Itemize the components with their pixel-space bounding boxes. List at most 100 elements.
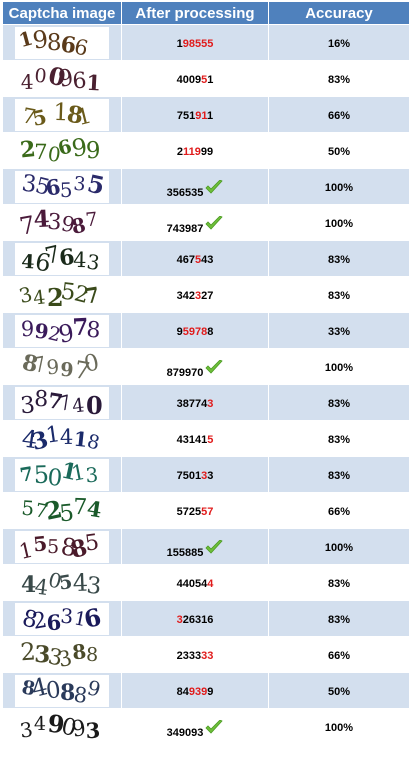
table-row: 3 8 7 7 4 0 387743 83% <box>2 384 410 421</box>
wrong-digit: 8 <box>201 325 208 338</box>
correct-digit: 2 <box>201 289 208 302</box>
wrong-digit: 1 <box>188 145 195 158</box>
captcha-glyph: 9 <box>46 711 66 739</box>
wrong-digit: 7 <box>207 505 214 518</box>
accuracy-cell: 66% <box>268 636 410 673</box>
correct-digit: 0 <box>197 366 204 379</box>
captcha-glyph: 4 <box>20 424 39 454</box>
captcha-glyph: 0 <box>86 391 103 419</box>
processed-cell: 400951 <box>121 60 269 97</box>
wrong-digit: 1 <box>201 109 207 122</box>
accuracy-value: 83% <box>327 433 351 446</box>
accuracy-cell: 100% <box>268 204 410 241</box>
processed-result: 750133 <box>177 470 214 482</box>
accuracy-cell: 83% <box>268 456 410 493</box>
captcha-glyph: 9 <box>31 27 50 55</box>
captcha-glyph: 7 <box>72 355 92 383</box>
processed-cell: 431415 <box>121 420 269 457</box>
correct-digit: 1 <box>189 109 196 122</box>
processed-cell: 155885 <box>121 528 269 565</box>
captcha-glyph: 2 <box>42 495 64 526</box>
wrong-digit: 3 <box>195 685 202 698</box>
header-after-processing: After processing <box>121 1 269 25</box>
correct-digit: 8 <box>166 366 173 379</box>
captcha-glyph: 1 <box>44 423 61 449</box>
captcha-glyph: 0 <box>82 351 102 378</box>
correct-digit: 4 <box>172 222 179 235</box>
correct-digit: 7 <box>166 222 173 235</box>
processed-result: 155885 <box>167 539 224 560</box>
captcha-glyph: 4 <box>29 675 51 703</box>
processed-result: 751911 <box>177 110 213 122</box>
correct-digit: 3 <box>182 649 189 662</box>
processed-result: 400951 <box>177 74 214 86</box>
table-row: 4 3 1 4 1 8 431415 83% <box>2 420 410 457</box>
captcha-glyph: 8 <box>69 212 88 238</box>
captcha-glyph: 8 <box>20 605 40 634</box>
correct-digit: 4 <box>176 253 183 266</box>
captcha-glyph: 9 <box>46 354 60 379</box>
wrong-digit: 9 <box>201 685 208 698</box>
correct-digit: 2 <box>176 649 183 662</box>
wrong-digit: 4 <box>207 577 214 590</box>
correct-digit: 5 <box>183 109 190 122</box>
correct-digit: 4 <box>201 253 208 266</box>
captcha-glyph: 4 <box>33 207 50 233</box>
correct-digit: 8 <box>176 685 183 698</box>
accuracy-value: 33% <box>327 325 351 338</box>
correct-digit: 4 <box>201 397 208 410</box>
correct-digit: 8 <box>185 546 192 559</box>
processed-result: 211999 <box>177 146 213 158</box>
correct-digit: 3 <box>176 289 183 302</box>
correct-digit: 0 <box>188 577 195 590</box>
checkmark-icon <box>205 179 224 194</box>
captcha-glyph: 9 <box>21 316 35 340</box>
correct-digit: 9 <box>178 366 185 379</box>
header-captcha-image: Captcha image <box>2 1 122 25</box>
captcha-glyph: 1 <box>17 27 35 52</box>
wrong-digit: 9 <box>194 145 201 158</box>
captcha-glyph: 4 <box>71 394 86 417</box>
captcha-glyph: 3 <box>20 171 38 198</box>
captcha-glyph: 0 <box>46 63 68 92</box>
processed-cell: 356535 <box>121 168 269 205</box>
captcha-glyph: 2 <box>31 607 49 634</box>
captcha-glyph: 2 <box>46 322 63 346</box>
correct-digit: 1 <box>201 613 208 626</box>
correct-digit: 3 <box>166 186 173 199</box>
correct-digit: 6 <box>188 613 195 626</box>
correct-digit: 5 <box>197 546 204 559</box>
captcha-glyph: 0 <box>59 713 79 742</box>
table-row: 7 4 3 9 8 7 743987 100% <box>2 204 410 241</box>
captcha-glyph: 5 <box>21 495 35 520</box>
checkmark-icon <box>205 539 224 554</box>
processed-cell: 751911 <box>121 96 269 133</box>
correct-digit: 5 <box>182 469 189 482</box>
captcha-glyph: 0 <box>46 141 62 167</box>
table-row: 4 4 0 5 4 3 440544 83% <box>2 564 410 601</box>
captcha-glyph: 1 <box>53 99 69 126</box>
correct-digit: 4 <box>195 433 202 446</box>
captcha-glyph: 1 <box>69 459 87 485</box>
processed-result: 198555 <box>177 38 214 50</box>
accuracy-cell: 33% <box>268 312 410 349</box>
processed-result: 849399 <box>177 686 214 698</box>
captcha-glyph: 4 <box>34 712 46 734</box>
wrong-digit: 8 <box>188 37 195 50</box>
captcha-glyph: 9 <box>70 715 88 742</box>
processed-result: 356535 <box>166 179 224 200</box>
correct-digit: 9 <box>195 73 202 86</box>
wrong-digit: 3 <box>201 469 208 482</box>
processed-cell: 572557 <box>121 492 269 529</box>
